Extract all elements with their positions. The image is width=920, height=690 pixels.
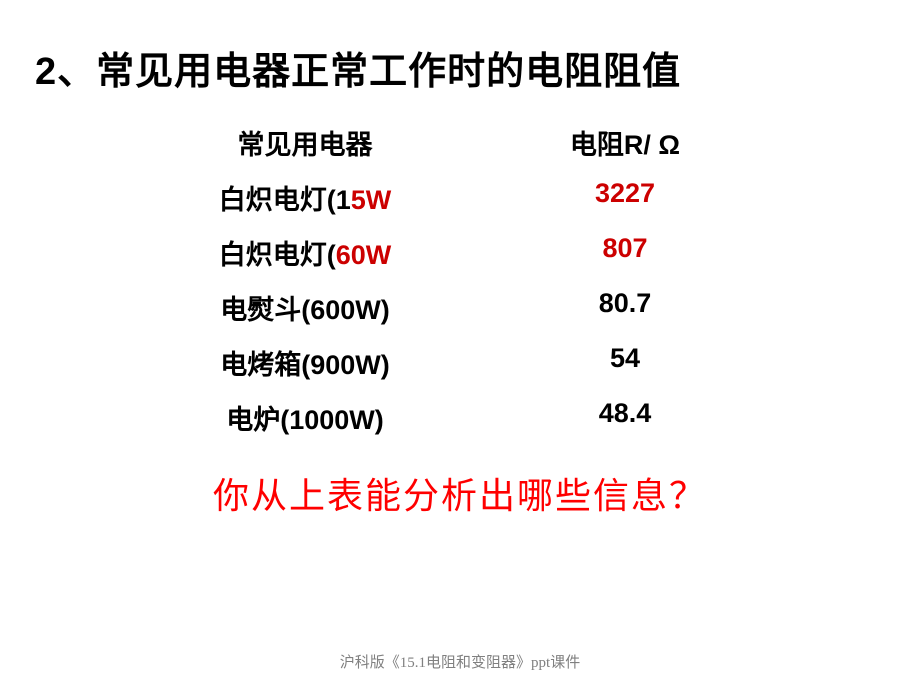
appliance-cell: 电熨斗(600W) bbox=[140, 288, 470, 327]
table-header-row: 常见用电器 电阻R/ Ω bbox=[140, 123, 780, 162]
label-prefix: 白炽电灯(1 bbox=[219, 185, 351, 215]
label-prefix: 电炉(1000W) bbox=[226, 405, 384, 435]
analysis-question: 你从上表能分析出哪些信息？ bbox=[0, 467, 920, 519]
table-row: 电熨斗(600W) 80.7 bbox=[140, 288, 780, 327]
label-prefix: 电熨斗(600W) bbox=[220, 295, 390, 325]
table-row: 白炽电灯(60W 807 bbox=[140, 233, 780, 272]
label-highlight: 5W bbox=[351, 185, 392, 215]
appliance-cell: 电烤箱(900W) bbox=[140, 343, 470, 382]
resistance-table: 常见用电器 电阻R/ Ω 白炽电灯(15W 3227 白炽电灯(60W 807 … bbox=[140, 123, 780, 437]
appliance-cell: 白炽电灯(60W bbox=[140, 233, 470, 272]
appliance-cell: 电炉(1000W) bbox=[140, 398, 470, 437]
slide-footer: 沪科版《15.1电阻和变阻器》ppt课件 bbox=[0, 651, 920, 672]
resistance-cell: 3227 bbox=[470, 178, 780, 217]
table-row: 电烤箱(900W) 54 bbox=[140, 343, 780, 382]
resistance-cell: 807 bbox=[470, 233, 780, 272]
label-highlight: 60W bbox=[336, 240, 392, 270]
header-resistance: 电阻R/ Ω bbox=[470, 123, 780, 162]
resistance-cell: 80.7 bbox=[470, 288, 780, 327]
label-prefix: 白炽电灯( bbox=[219, 240, 336, 270]
table-row: 白炽电灯(15W 3227 bbox=[140, 178, 780, 217]
label-prefix: 电烤箱(900W) bbox=[220, 350, 390, 380]
resistance-cell: 48.4 bbox=[470, 398, 780, 437]
table-row: 电炉(1000W) 48.4 bbox=[140, 398, 780, 437]
resistance-cell: 54 bbox=[470, 343, 780, 382]
appliance-cell: 白炽电灯(15W bbox=[140, 178, 470, 217]
header-appliance: 常见用电器 bbox=[140, 123, 470, 162]
slide-title: 2、常见用电器正常工作时的电阻阻值 bbox=[0, 0, 920, 123]
